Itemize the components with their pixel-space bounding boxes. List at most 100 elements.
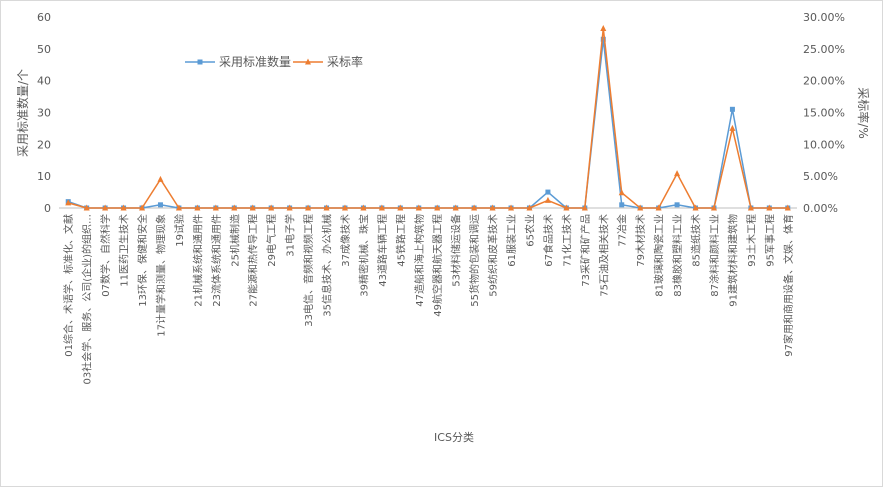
y2-tick-label: 10.00%: [803, 138, 845, 151]
plot-area: 0 10 20 30 40 50 60 0.00% 5.00% 10.00% 15.00% 20.00…: [37, 11, 845, 385]
data-point-rate: [637, 204, 644, 211]
legend: 采用标准数量 采标率: [185, 54, 363, 69]
x-tick-label: 67食品技术: [542, 214, 555, 267]
x-axis-title: ICS分类: [434, 430, 474, 444]
x-tick-label: 07数学、自然科学: [99, 214, 112, 297]
x-tick-label: 91建筑材料和建筑物: [726, 214, 739, 307]
data-point-rate: [692, 204, 699, 211]
data-point-rate: [378, 204, 385, 211]
data-point-rate: [563, 204, 570, 211]
x-tick-label: 43道路车辆工程: [376, 214, 389, 287]
x-tick-label: 53材料储运设备: [450, 214, 463, 287]
data-point-count: [729, 106, 735, 112]
data-point-rate: [175, 204, 182, 211]
x-tick-label: 17计量学和测量、物理现象: [154, 214, 167, 337]
series-line-0: [67, 38, 788, 209]
y2-tick-label: 25.00%: [803, 43, 845, 56]
data-point-rate: [655, 204, 662, 211]
data-point-rate: [747, 204, 754, 211]
data-point-rate: [452, 204, 459, 211]
data-point-rate: [434, 204, 441, 211]
data-point-count: [600, 36, 606, 42]
data-point-count: [545, 189, 551, 195]
data-point-rate: [674, 170, 681, 177]
data-point-rate: [249, 204, 256, 211]
data-point-rate: [710, 204, 717, 211]
data-point-rate: [526, 204, 533, 211]
y-axis-title: 采用标准数量/个: [15, 69, 30, 157]
y-tick-label: 30: [37, 107, 51, 120]
x-tick-label: 97家用和商用设备、文娱、体育: [782, 214, 795, 357]
y-axis-title-group: 采用标准数量/个: [15, 69, 30, 157]
x-tick-label: 85造纸技术: [690, 214, 703, 267]
x-tick-label: 73采矿和矿产品: [579, 214, 592, 287]
data-point-rate: [341, 204, 348, 211]
data-point-rate: [120, 204, 127, 211]
x-tick-label: 95军事工程: [763, 214, 776, 267]
x-tick-label: 19试验: [173, 214, 186, 247]
data-point-rate: [508, 204, 515, 211]
data-point-rate: [194, 204, 201, 211]
data-point-rate: [729, 124, 736, 131]
data-point-rate: [83, 204, 90, 211]
legend-marker-triangle: [305, 58, 311, 65]
x-tick-label: 45铁路工程: [394, 214, 407, 267]
data-point-count: [619, 202, 625, 208]
y2-axis-title: 采标率/%: [856, 87, 871, 138]
data-point-rate: [102, 204, 109, 211]
y2-tick-label: 0.00%: [803, 202, 838, 215]
y-tick-label: 0: [44, 202, 51, 215]
x-tick-label: 47造船和海上构筑物: [413, 214, 426, 307]
x-tick-label: 23流体系统和通用件: [210, 214, 223, 307]
data-point-count: [157, 202, 163, 208]
x-tick-label: 33电信、音频和视频工程: [302, 214, 315, 327]
data-point-rate: [415, 204, 422, 211]
x-tick-label: 39精密机械、珠宝: [357, 214, 370, 297]
x-tick-label: 35信息技术、办公机械: [321, 214, 334, 317]
data-point-rate: [323, 204, 330, 211]
y-tick-label: 10: [37, 170, 51, 183]
x-tick-label: 27能源和热传导工程: [247, 214, 260, 307]
y2-tick-label: 5.00%: [803, 170, 838, 183]
x-tick-label: 75石油及相关技术: [597, 214, 610, 297]
x-tick-label: 21机械系统和通用件: [191, 214, 204, 307]
data-point-rate: [360, 204, 367, 211]
data-point-rate: [489, 204, 496, 211]
x-tick-label: 49航空器和航天器工程: [431, 214, 444, 317]
x-tick-label: 59纺织和皮革技术: [487, 214, 500, 297]
x-tick-label: 31电子学: [284, 214, 297, 257]
y-tick-label: 50: [37, 43, 51, 56]
data-point-rate: [581, 204, 588, 211]
data-point-rate: [544, 196, 551, 203]
x-tick-label: 11医药卫生技术: [118, 214, 131, 287]
x-tick-label: 03社会学、服务、公司(企业)的组织…: [81, 214, 94, 385]
data-point-rate: [139, 204, 146, 211]
x-tick-label: 87涂料和颜料工业: [708, 214, 721, 297]
data-point-rate: [471, 204, 478, 211]
data-point-rate: [231, 204, 238, 211]
x-tick-label: 77冶金: [616, 214, 629, 247]
data-point-rate: [212, 204, 219, 211]
y2-tick-label: 20.00%: [803, 75, 845, 88]
x-tick-label: 71化工技术: [560, 214, 573, 267]
y2-axis-title-group: 采标率/%: [856, 87, 871, 138]
x-tick-label: 01综合、术语学、标准化、文献: [62, 214, 75, 357]
x-tick-label: 65农业: [523, 214, 536, 247]
y-tick-label: 40: [37, 75, 51, 88]
x-tick-label: 55货物的包装和调运: [468, 214, 481, 307]
y-tick-label: 60: [37, 11, 51, 24]
data-point-rate: [397, 204, 404, 211]
data-point-rate: [268, 204, 275, 211]
x-tick-label: 79木材技术: [634, 214, 647, 267]
legend-marker-square: [197, 59, 203, 65]
legend-label: 采标率: [327, 54, 363, 69]
data-point-rate: [157, 175, 164, 182]
data-point-rate: [286, 204, 293, 211]
x-tick-label: 37成像技术: [339, 214, 352, 267]
data-point-rate: [305, 204, 312, 211]
data-point-rate: [766, 204, 773, 211]
y2-tick-label: 30.00%: [803, 11, 845, 24]
y2-tick-label: 15.00%: [803, 107, 845, 120]
data-point-count: [674, 202, 680, 208]
data-point-rate: [600, 24, 607, 31]
